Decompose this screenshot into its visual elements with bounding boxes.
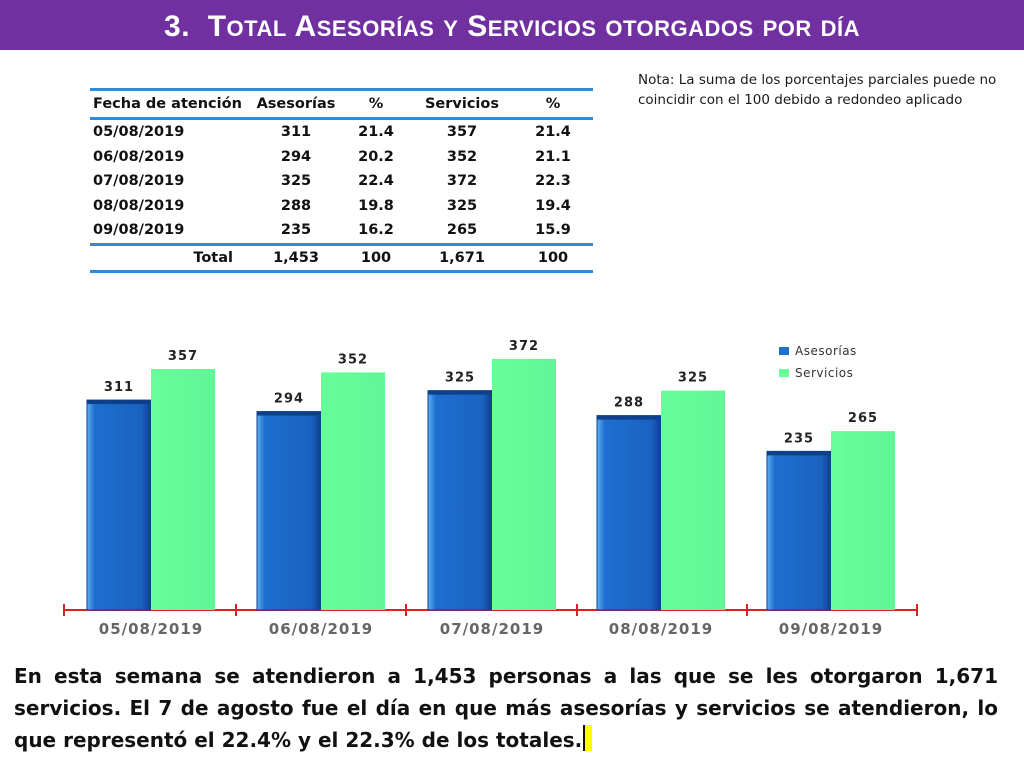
header-pct-servicios: % [513, 88, 593, 120]
data-label: 372 [509, 339, 539, 354]
cell-servicios: 352 [446, 148, 478, 165]
data-label: 288 [614, 396, 644, 411]
cell-date: 08/08/2019 [93, 197, 185, 214]
data-label: 352 [338, 352, 368, 367]
cell-asesorias: 325 [280, 173, 312, 190]
title-bar [0, 0, 1024, 50]
cell-asesorias: 235 [280, 222, 312, 239]
bar-asesorias [766, 450, 832, 611]
cell-servicios: 372 [446, 173, 478, 190]
legend-label: Servicios [795, 366, 853, 380]
bar-asesorias [596, 415, 662, 611]
cell-asesorias: 294 [280, 148, 312, 165]
title-word: Total [207, 10, 287, 43]
note-text: Nota: La suma de los porcentajes parcial… [638, 72, 997, 108]
cell-total-pct: 100 [513, 242, 593, 273]
cell-pct: 22.4 [358, 173, 394, 190]
slide-title: 3. Total Asesorías y Servicios otorgados… [0, 0, 1024, 50]
title-word: Asesorías [294, 10, 435, 43]
x-tick-label: 07/08/2019 [440, 620, 544, 638]
title-word: y [443, 16, 459, 41]
legend-swatch [779, 369, 789, 377]
header-pct-asesorias: % [341, 88, 411, 120]
x-tick-label: 08/08/2019 [609, 620, 713, 638]
title-word: día [820, 16, 860, 41]
bar-chart: 311 357 05/08/2019 294 352 06/08/2019 325 372 07… [63, 339, 918, 638]
cell-total-asesorias: 1,453 [251, 242, 341, 273]
cell-total-pct: 100 [341, 242, 411, 273]
summary-paragraph: En esta semana se atendieron a 1,453 per… [14, 660, 998, 756]
bar-servicios [492, 358, 556, 610]
table-header-row: Fecha de atención Asesorías % Servicios … [90, 88, 593, 120]
legend-swatch [779, 347, 789, 355]
title-number: 3. [164, 10, 208, 43]
table-total-row: Total 1,453 100 1,671 100 [90, 242, 593, 273]
bar-servicios [321, 372, 385, 610]
cell-total-label: Total [90, 242, 251, 273]
title-word: por [762, 16, 812, 41]
cell-pct: 21.1 [535, 148, 571, 165]
cell-pct: 21.4 [535, 124, 571, 141]
title-word: Servicios [467, 10, 597, 43]
bar-top-edge [87, 400, 151, 405]
header-fecha: Fecha de atención [90, 88, 251, 120]
cell-asesorias: 311 [280, 124, 312, 141]
cell-date: 09/08/2019 [93, 222, 185, 239]
cell-servicios: 325 [446, 197, 478, 214]
x-tick-label: 05/08/2019 [99, 620, 203, 638]
summary-table: Fecha de atención Asesorías % Servicios … [90, 88, 593, 273]
cell-pct: 16.2 [358, 222, 394, 239]
data-label: 325 [445, 371, 475, 386]
table-row: 07/08/2019 325 22.4 372 22.3 [90, 169, 593, 194]
cell-pct: 20.2 [358, 148, 394, 165]
table-row: 05/08/2019 311 21.4 357 21.4 [90, 119, 593, 145]
data-label: 265 [848, 411, 878, 426]
table-row: 09/08/2019 235 16.2 265 15.9 [90, 218, 593, 244]
data-label: 235 [784, 431, 814, 446]
cell-date: 07/08/2019 [93, 173, 185, 190]
bar-top-edge [597, 415, 661, 420]
x-tick-label: 06/08/2019 [269, 620, 373, 638]
header-asesorias: Asesorías [251, 88, 341, 120]
cell-pct: 21.4 [358, 124, 394, 141]
bar-servicios [661, 390, 725, 610]
bar-asesorias [427, 390, 493, 611]
bar-servicios [151, 369, 215, 610]
cell-servicios: 357 [446, 124, 478, 141]
header-servicios: Servicios [411, 88, 513, 120]
cell-pct: 19.8 [358, 197, 394, 214]
bar-top-edge [257, 411, 321, 416]
legend-label: Asesorías [795, 344, 857, 358]
cell-asesorias: 288 [280, 197, 312, 214]
data-label: 325 [678, 371, 708, 386]
data-label: 294 [274, 392, 304, 407]
bar-asesorias [256, 411, 322, 611]
text-cursor [583, 725, 593, 751]
cell-pct: 22.3 [535, 173, 571, 190]
bar-servicios [831, 431, 895, 610]
bar-top-edge [428, 390, 492, 395]
cell-date: 06/08/2019 [93, 148, 185, 165]
cell-total-servicios: 1,671 [411, 242, 513, 273]
data-label: 311 [104, 380, 134, 395]
summary-text: En esta semana se atendieron a 1,453 per… [14, 664, 998, 752]
cell-servicios: 265 [446, 222, 478, 239]
bar-asesorias [86, 399, 152, 611]
table-row: 08/08/2019 288 19.8 325 19.4 [90, 194, 593, 219]
cell-date: 05/08/2019 [93, 124, 185, 141]
table-row: 06/08/2019 294 20.2 352 21.1 [90, 145, 593, 170]
x-tick-label: 09/08/2019 [779, 620, 883, 638]
cell-pct: 19.4 [535, 197, 571, 214]
cell-pct: 15.9 [535, 222, 571, 239]
data-label: 357 [168, 349, 198, 364]
title-word: otorgados [605, 16, 754, 41]
bar-top-edge [767, 451, 831, 456]
